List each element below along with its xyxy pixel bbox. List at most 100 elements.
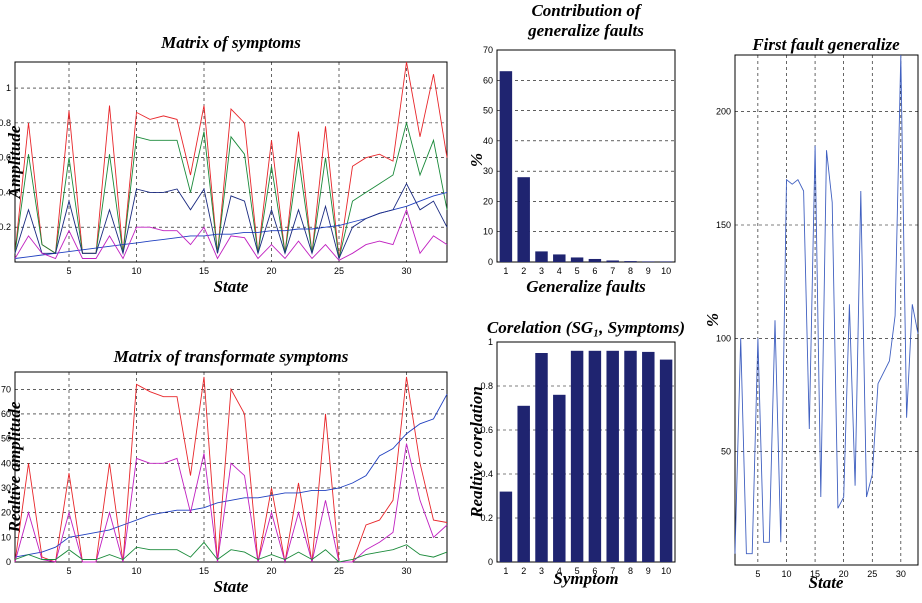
y-tick-label: 0.8 <box>0 118 11 128</box>
chart-title: First fault generalize <box>751 35 900 54</box>
bar <box>588 258 602 262</box>
y-tick-label: 60 <box>483 75 493 85</box>
chart-title: generalize faults <box>527 21 644 40</box>
y-tick-label: 10 <box>1 532 11 542</box>
x-tick-label: 20 <box>266 566 276 576</box>
bar <box>588 350 602 562</box>
y-tick-label: 10 <box>483 227 493 237</box>
x-tick-label: 3 <box>539 266 544 276</box>
y-tick-label: 0.6 <box>0 153 11 163</box>
x-tick-label: 4 <box>557 566 562 576</box>
y-tick-label: 40 <box>483 136 493 146</box>
y-tick-label: 70 <box>1 384 11 394</box>
bar <box>517 177 530 262</box>
y-tick-label: 0.4 <box>480 469 493 479</box>
x-tick-label: 25 <box>334 266 344 276</box>
x-tick-label: 5 <box>575 266 580 276</box>
bar <box>642 351 655 562</box>
y-tick-label: 200 <box>716 107 731 117</box>
x-axis-label: State <box>809 573 844 592</box>
bar <box>659 359 673 562</box>
y-tick-label: 0.2 <box>0 222 11 232</box>
x-tick-label: 5 <box>575 566 580 576</box>
x-tick-label: 7 <box>610 566 615 576</box>
y-axis-label: Realtive amplitude <box>5 401 24 533</box>
x-tick-label: 8 <box>628 566 633 576</box>
y-tick-label: 30 <box>483 166 493 176</box>
bar <box>499 491 513 562</box>
y-tick-label: 0.8 <box>480 381 493 391</box>
y-tick-label: 0.6 <box>480 425 493 435</box>
bar <box>659 261 673 262</box>
chart-title: Matrix of symptoms <box>160 33 301 52</box>
data-line <box>14 208 448 261</box>
y-axis-label: Amplitude <box>5 125 24 199</box>
x-axis-label: State <box>214 577 249 596</box>
chart-title: Matrix of transformate symptoms <box>113 347 349 366</box>
y-tick-label: 70 <box>483 45 493 55</box>
x-tick-label: 9 <box>646 266 651 276</box>
x-tick-label: 8 <box>628 266 633 276</box>
y-tick-label: 50 <box>721 447 731 457</box>
y-tick-label: 20 <box>483 196 493 206</box>
bar <box>642 261 655 262</box>
x-tick-label: 30 <box>401 566 411 576</box>
x-axis-label: Generalize faults <box>526 277 646 296</box>
x-tick-label: 7 <box>610 266 615 276</box>
x-tick-label: 25 <box>334 566 344 576</box>
x-tick-label: 30 <box>401 266 411 276</box>
x-tick-label: 10 <box>661 566 671 576</box>
y-tick-label: 50 <box>1 434 11 444</box>
x-tick-label: 6 <box>592 566 597 576</box>
y-tick-label: 20 <box>1 508 11 518</box>
x-axis-label: State <box>214 277 249 296</box>
data-line <box>14 393 448 558</box>
y-tick-label: 1 <box>488 337 493 347</box>
y-tick-label: 150 <box>716 220 731 230</box>
plot-area <box>734 54 919 566</box>
x-tick-label: 10 <box>131 566 141 576</box>
y-tick-label: 0.4 <box>0 187 11 197</box>
x-tick-label: 5 <box>755 569 760 579</box>
x-tick-label: 1 <box>503 266 508 276</box>
bar <box>535 353 548 562</box>
x-tick-label: 20 <box>839 569 849 579</box>
bar <box>535 251 548 262</box>
bar <box>606 350 619 562</box>
data-line <box>734 54 919 555</box>
x-tick-label: 4 <box>557 266 562 276</box>
x-tick-label: 15 <box>199 266 209 276</box>
y-tick-label: 0.2 <box>480 513 493 523</box>
x-tick-label: 20 <box>266 266 276 276</box>
data-line <box>14 443 448 564</box>
x-axis-label: Symptom <box>553 569 618 588</box>
y-tick-label: 30 <box>1 483 11 493</box>
bar <box>570 257 584 262</box>
data-line <box>14 182 448 260</box>
x-tick-label: 10 <box>661 266 671 276</box>
plot-area <box>14 61 448 263</box>
bar <box>606 260 619 262</box>
y-tick-label: 40 <box>1 458 11 468</box>
bar <box>624 261 637 262</box>
y-tick-label: 100 <box>716 333 731 343</box>
x-tick-label: 2 <box>521 566 526 576</box>
chart-title: Corelation (SG₁, Symptoms) <box>487 318 685 337</box>
y-axis-label: % <box>467 153 486 167</box>
x-tick-label: 15 <box>810 569 820 579</box>
data-line <box>14 541 448 563</box>
x-tick-label: 9 <box>646 566 651 576</box>
x-tick-label: 2 <box>521 266 526 276</box>
y-axis-label: Realtive corelation <box>467 386 486 519</box>
y-tick-label: 0 <box>488 257 493 267</box>
y-tick-label: 0 <box>488 557 493 567</box>
bar <box>624 350 637 562</box>
y-tick-label: 0 <box>6 557 11 567</box>
x-tick-label: 30 <box>896 569 906 579</box>
y-axis-label: % <box>703 313 722 327</box>
y-tick-label: 1 <box>6 83 11 93</box>
bar <box>570 350 584 562</box>
x-tick-label: 10 <box>131 266 141 276</box>
y-tick-label: 60 <box>1 409 11 419</box>
